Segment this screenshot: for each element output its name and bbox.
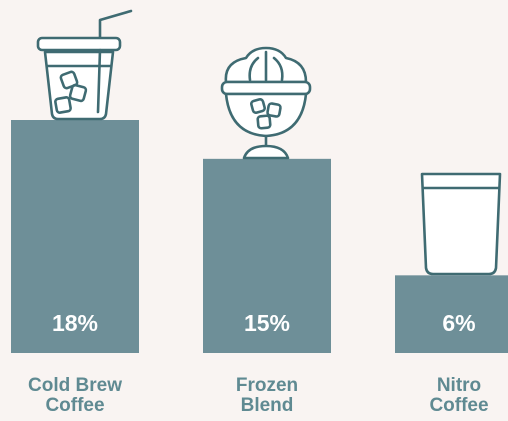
category-label-line: Nitro [437, 375, 481, 396]
category-label-line: Cold Brew [28, 375, 122, 396]
frozen-dessert-cup-icon [220, 46, 312, 160]
category-label-line: Frozen [236, 375, 298, 396]
category-label-line: Coffee [45, 395, 104, 416]
bar-1 [11, 120, 139, 353]
bar-3 [395, 275, 508, 353]
glass-icon [420, 172, 502, 276]
iced-coffee-cup-icon [36, 9, 133, 121]
category-label-line: Blend [241, 395, 294, 416]
category-label-line: Coffee [429, 395, 488, 416]
bar-value-label-3: 6% [442, 310, 475, 336]
value-labels: 18% 15% 6% [52, 310, 476, 336]
bars [11, 120, 508, 353]
category-label-1: Cold Brew Coffee [28, 375, 122, 416]
bar-value-label-1: 18% [52, 310, 98, 336]
category-label-2: Frozen Blend [236, 375, 298, 416]
bar-value-label-2: 15% [244, 310, 290, 336]
bar-2 [203, 158, 331, 353]
category-label-3: Nitro Coffee [429, 375, 488, 416]
